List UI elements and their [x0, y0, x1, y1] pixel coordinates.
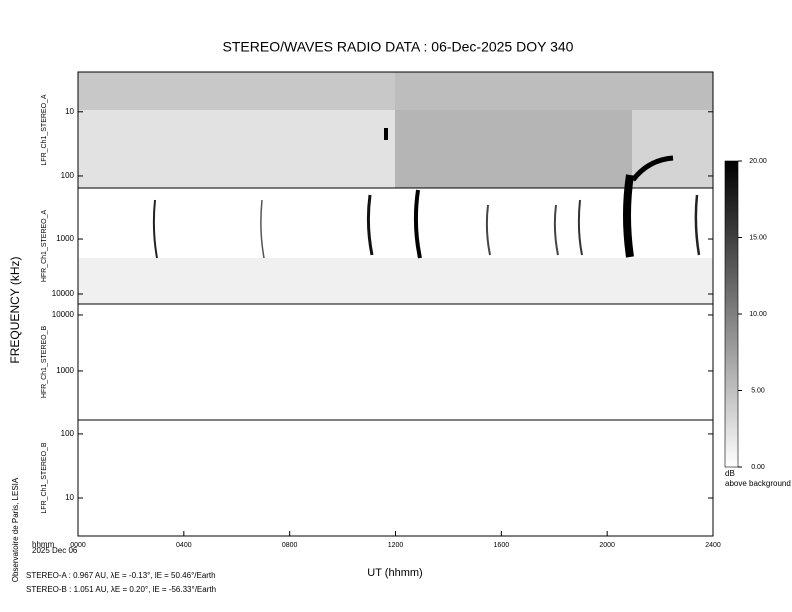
x-tick-label: 0800 [282, 542, 298, 549]
y-tick-label: 1000 [56, 234, 74, 243]
spectrogram [78, 72, 713, 304]
panel-label: LFR_Ch1_STEREO_A [41, 94, 48, 166]
x-tick-label: 1600 [494, 542, 510, 549]
x-tick-label: 2000 [599, 542, 615, 549]
y-tick-label: 10000 [52, 289, 75, 298]
colorbar-tick-label: 10.00 [749, 311, 767, 318]
panel-label: LFR_Ch1_STEREO_B [41, 442, 48, 514]
credit: Observatoire de Paris, LESIA [11, 477, 20, 582]
colorbar [724, 160, 739, 468]
panel-label: HFR_Ch1_STEREO_B [41, 325, 48, 398]
panel-frame [77, 303, 714, 421]
ephemeris: STEREO-A : 0.967 AU, λE = -0.13°, lE = 5… [26, 571, 216, 580]
y-tick-label: 1000 [56, 366, 74, 375]
colorbar-tick-label: 5.00 [751, 387, 765, 394]
colorbar-tick-label: 20.00 [749, 158, 767, 165]
date: 2025 Dec 06 [32, 546, 78, 555]
colorbar-tick-label: 15.00 [749, 234, 767, 241]
colorbar-unit: dB [725, 469, 735, 478]
y-tick-label: 10000 [52, 310, 75, 319]
y-tick-label: 10 [65, 107, 74, 116]
x-axis-title: UT (hhmm) [367, 567, 422, 579]
colorbar-tick-label: 0.00 [751, 464, 765, 471]
x-tick-label: 1200 [388, 542, 404, 549]
y-tick-label: 100 [61, 429, 75, 438]
panel-label: HFR_Ch1_STEREO_A [41, 209, 48, 282]
ephemeris: STEREO-B : 1.051 AU, λE = 0.20°, lE = -5… [26, 585, 216, 594]
x-tick-label: 2400 [705, 542, 721, 549]
y-tick-label: 100 [61, 171, 75, 180]
y-axis-title: FREQUENCY (kHz) [8, 256, 22, 363]
colorbar-label: above background [725, 479, 791, 488]
x-tick-label: 0400 [176, 542, 192, 549]
y-tick-label: 10 [65, 493, 74, 502]
x-tick-label: 0000 [70, 542, 86, 549]
panel-frame [77, 419, 714, 537]
chart-title: STEREO/WAVES RADIO DATA : 06-Dec-2025 DO… [223, 39, 574, 55]
x-unit: hhmm [32, 540, 55, 549]
